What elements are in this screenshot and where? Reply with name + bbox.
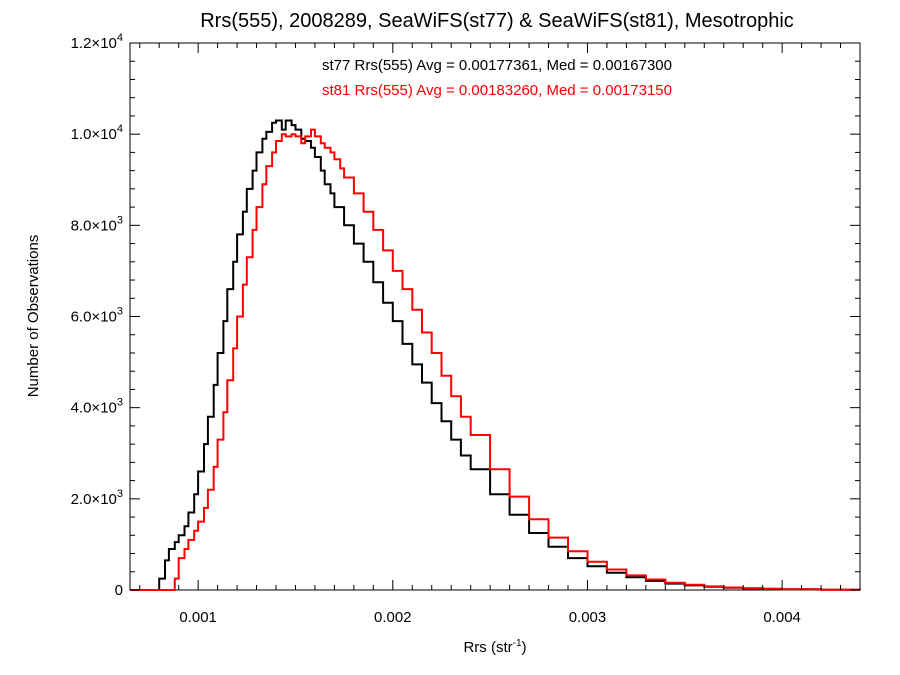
y-tick-label: 4.0×103 [71,397,123,417]
annotations: st77 Rrs(555) Avg = 0.00177361, Med = 0.… [322,57,672,99]
y-axis-label: Number of Observations [25,235,42,398]
series-line-1 [130,128,861,591]
series-group [130,119,861,591]
y-tick-label: 6.0×103 [71,306,123,326]
y-tick-label: 1.0×104 [71,123,123,143]
x-axis-ticks: 0.001 0.002 0.003 0.004 [139,43,861,626]
chart-title: Rrs(555), 2008289, SeaWiFS(st77) & SeaWi… [200,10,794,32]
annotation-0: st77 Rrs(555) Avg = 0.00177361, Med = 0.… [322,57,672,74]
x-tick-label: 0.003 [569,609,607,626]
y-tick-label: 2.0×103 [71,488,123,508]
x-tick-label: 0.002 [374,609,412,626]
y-tick-label: 1.2×104 [71,32,123,52]
x-axis-label: Rrs (str-1) [463,638,526,656]
x-tick-label: 0.004 [763,609,801,626]
y-axis-ticks: 0 2.0×103 4.0×103 6.0×103 8.0×103 1.0×104 1.2×… [71,32,860,599]
y-tick-label: 0 [115,582,123,599]
series-line-0 [130,119,861,591]
x-tick-label: 0.001 [179,609,217,626]
annotation-1: st81 Rrs(555) Avg = 0.00183260, Med = 0.… [322,82,672,99]
y-tick-label: 8.0×103 [71,214,123,234]
